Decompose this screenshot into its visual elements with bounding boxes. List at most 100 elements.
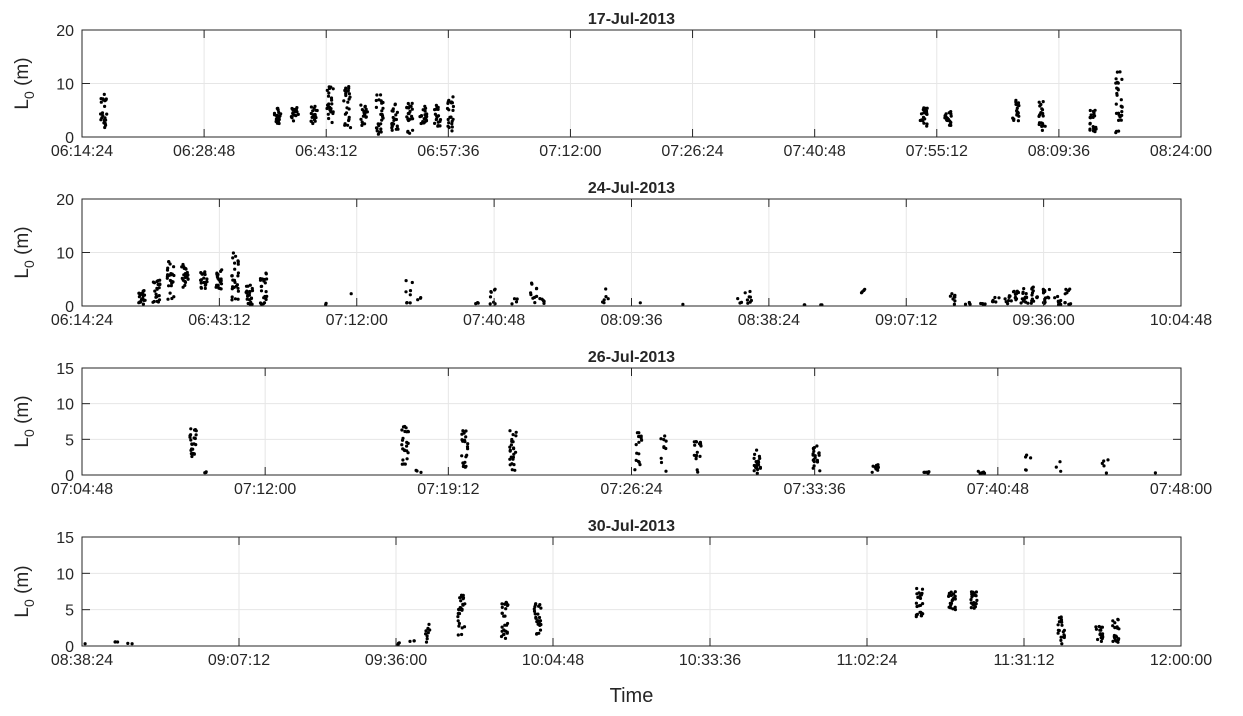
data-point [408, 639, 412, 644]
data-point [681, 302, 685, 306]
x-tick-label: 07:55:12 [906, 143, 968, 160]
data-point [450, 122, 454, 126]
data-point [1007, 295, 1011, 299]
data-point [758, 466, 763, 470]
data-point [1007, 299, 1011, 303]
data-point [451, 117, 455, 121]
data-point [512, 297, 517, 301]
data-point [975, 598, 979, 603]
data-point [1035, 296, 1039, 300]
data-point [185, 270, 189, 275]
data-point [293, 107, 298, 111]
data-point [461, 429, 465, 433]
data-point [451, 104, 455, 109]
y-axis-label: L0 (m) [12, 57, 37, 109]
y-axis-label: L0 (m) [12, 395, 37, 447]
data-point [182, 273, 186, 277]
data-point [953, 293, 957, 297]
data-point [1094, 627, 1098, 631]
data-point [970, 595, 974, 599]
data-point [1012, 118, 1016, 122]
x-tick-label: 07:12:00 [326, 312, 388, 329]
data-point [972, 601, 976, 605]
data-point [948, 294, 953, 298]
data-point [331, 87, 335, 91]
x-tick-label: 07:12:00 [234, 481, 296, 498]
data-point [236, 274, 240, 278]
data-point [1088, 116, 1093, 120]
data-point [374, 105, 378, 109]
data-point [325, 106, 329, 111]
data-point [219, 269, 223, 273]
data-point [504, 607, 508, 611]
data-point [1041, 111, 1045, 116]
data-point [536, 612, 540, 616]
data-point [461, 464, 466, 468]
data-point [401, 458, 405, 462]
data-point [216, 284, 220, 288]
data-point [503, 602, 507, 606]
y-tick-label: 10 [56, 397, 74, 414]
data-point [438, 119, 442, 123]
data-point [379, 130, 383, 134]
data-point [168, 291, 172, 295]
data-point [348, 126, 353, 130]
data-point [500, 625, 504, 629]
data-point [347, 86, 351, 90]
data-point [155, 299, 159, 303]
data-point [375, 93, 379, 97]
data-point [457, 621, 461, 626]
data-point [949, 120, 953, 125]
data-point [104, 97, 108, 101]
data-point [1040, 128, 1044, 132]
data-point [461, 461, 466, 466]
data-point [381, 115, 385, 119]
data-point [738, 301, 742, 305]
data-point [116, 640, 120, 644]
data-point [189, 448, 193, 452]
data-point [1022, 287, 1026, 291]
data-point [514, 434, 518, 438]
data-point [500, 629, 504, 633]
data-point [982, 471, 987, 475]
data-point [1038, 113, 1042, 117]
data-point [515, 297, 519, 301]
data-point [1059, 638, 1063, 643]
data-point [425, 637, 429, 641]
data-point [345, 106, 349, 110]
data-point [637, 431, 641, 435]
data-point [264, 297, 268, 301]
data-point [1059, 635, 1063, 639]
data-point [972, 606, 976, 610]
data-point [606, 297, 610, 301]
data-point [434, 118, 438, 122]
data-point [919, 611, 923, 615]
data-point [346, 100, 350, 104]
data-point [325, 88, 329, 92]
x-tick-label: 10:33:36 [679, 652, 741, 669]
data-point [155, 287, 159, 291]
data-point [377, 98, 381, 102]
data-point [503, 636, 508, 641]
data-point [456, 619, 460, 623]
x-tick-label: 06:43:12 [295, 143, 357, 160]
data-point [419, 470, 423, 474]
data-point [1065, 291, 1069, 295]
data-point [1115, 86, 1119, 90]
data-point [310, 115, 314, 119]
data-point [401, 447, 405, 451]
data-point [360, 120, 364, 124]
data-point [535, 286, 539, 290]
data-point [397, 641, 401, 645]
data-point [1043, 124, 1047, 128]
data-point [637, 434, 642, 438]
data-point [347, 97, 351, 101]
data-point [514, 430, 518, 434]
data-point [190, 442, 194, 446]
data-point [921, 108, 925, 112]
data-point [141, 289, 145, 293]
data-point [862, 288, 866, 293]
data-point [459, 594, 464, 598]
data-point [202, 280, 206, 285]
data-point [406, 117, 410, 121]
